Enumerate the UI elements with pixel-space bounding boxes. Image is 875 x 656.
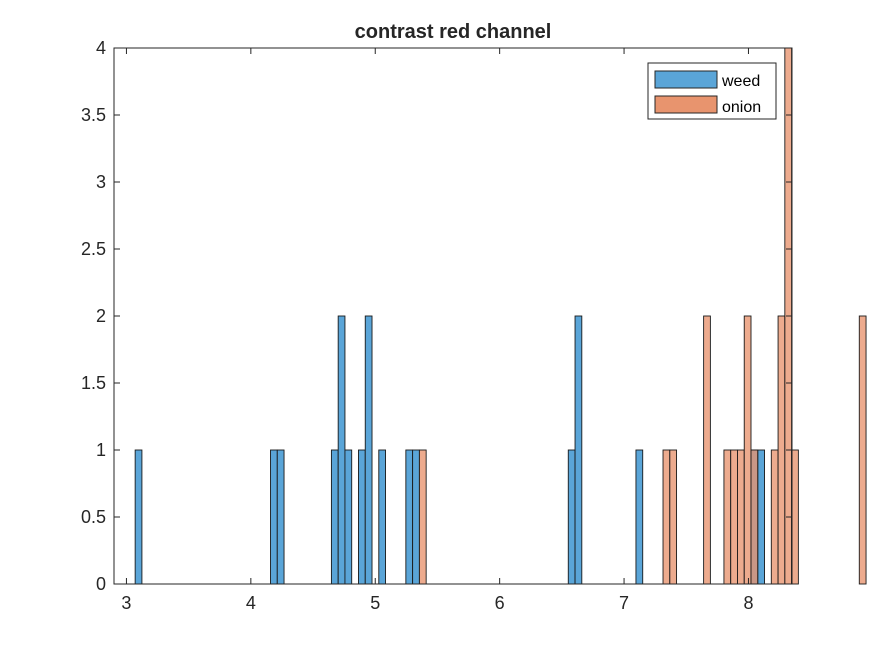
x-axis: 3 4 5 6 7 8 bbox=[121, 48, 753, 613]
bar-weed-40 bbox=[405, 449, 414, 585]
bar-weed-31 bbox=[344, 449, 353, 585]
bar-weed-36 bbox=[378, 449, 386, 585]
bar-onion-87 bbox=[723, 449, 732, 585]
x-tick-label-0: 3 bbox=[121, 593, 131, 613]
bar-onion-89 bbox=[737, 449, 745, 585]
bar-weed-0 bbox=[134, 449, 143, 585]
x-tick-label-1: 4 bbox=[246, 593, 256, 613]
y-tick-label-7: 3.5 bbox=[81, 105, 106, 125]
bar-onion-88 bbox=[730, 449, 738, 585]
legend-swatch-onion bbox=[654, 95, 718, 114]
y-tick-label-0: 0 bbox=[96, 574, 106, 594]
bar-onion-90 bbox=[743, 315, 752, 585]
legend: weed onion bbox=[647, 62, 777, 120]
y-tick-label-6: 3 bbox=[96, 172, 106, 192]
bar-onion-42 bbox=[418, 449, 427, 585]
legend-label-onion: onion bbox=[722, 99, 761, 116]
bar-weed-65 bbox=[574, 315, 583, 585]
bar-onion-79 bbox=[669, 449, 678, 585]
x-tick-label-5: 8 bbox=[743, 593, 753, 613]
bar-onion-84 bbox=[703, 315, 711, 585]
bar-onion-78 bbox=[662, 449, 671, 585]
bar-weed-34 bbox=[364, 315, 373, 585]
bar-weed-41 bbox=[412, 449, 420, 585]
bar-weed-33 bbox=[358, 449, 366, 585]
x-tick-label-2: 5 bbox=[370, 593, 380, 613]
bar-onion-97 bbox=[791, 449, 799, 585]
bar-weed-20 bbox=[270, 449, 278, 585]
bar-weed-64 bbox=[567, 449, 576, 585]
plot-area bbox=[114, 48, 792, 584]
x-tick-label-4: 7 bbox=[619, 593, 629, 613]
bar-onion-91 bbox=[750, 449, 759, 585]
bar-onion-94 bbox=[770, 449, 779, 585]
y-tick-label-8: 4 bbox=[96, 38, 106, 58]
y-tick-label-4: 2 bbox=[96, 306, 106, 326]
bar-onion-107 bbox=[858, 315, 867, 585]
x-tick-label-3: 6 bbox=[495, 593, 505, 613]
legend-swatch-weed bbox=[654, 70, 718, 89]
bar-weed-21 bbox=[276, 449, 285, 585]
y-axis: 0 0.5 1 1.5 2 2.5 3 3.5 4 bbox=[81, 38, 792, 594]
legend-label-weed: weed bbox=[721, 73, 760, 90]
y-tick-label-5: 2.5 bbox=[81, 239, 106, 259]
y-tick-label-3: 1.5 bbox=[81, 373, 106, 393]
bar-weed-92 bbox=[757, 449, 765, 585]
bar-onion-95 bbox=[777, 315, 786, 585]
y-tick-label-1: 0.5 bbox=[81, 507, 106, 527]
chart-title: contrast red channel bbox=[355, 21, 552, 43]
bar-weed-30 bbox=[337, 315, 346, 585]
bar-weed-74 bbox=[635, 449, 644, 585]
y-tick-label-2: 1 bbox=[96, 440, 106, 460]
bar-weed-29 bbox=[330, 449, 339, 585]
